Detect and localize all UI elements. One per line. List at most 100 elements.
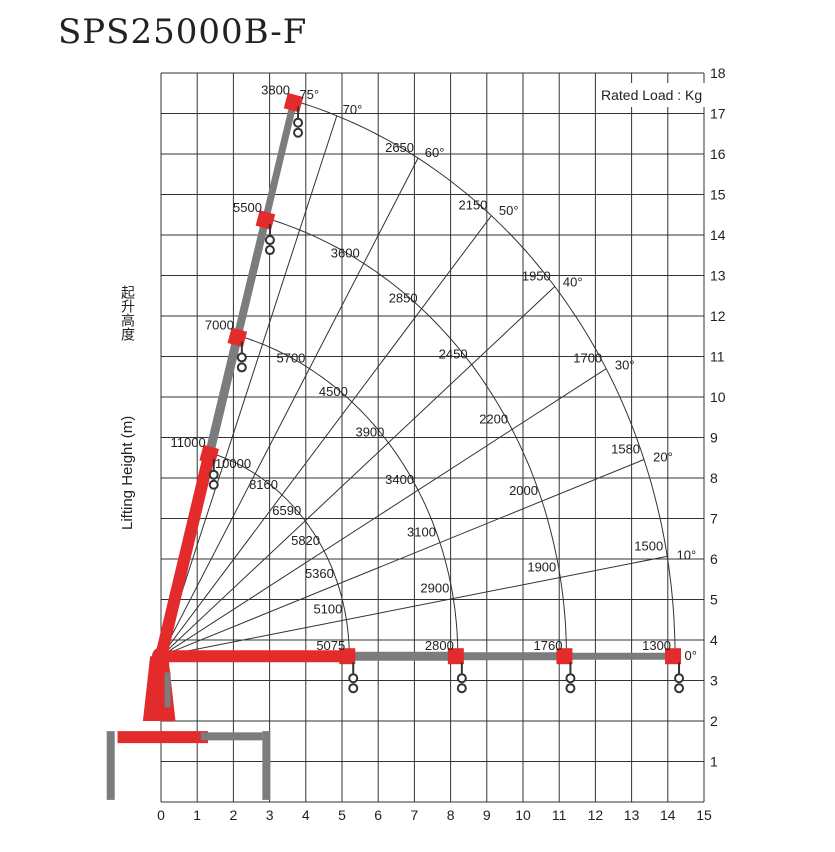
x-tick-label: 15 xyxy=(696,807,712,823)
boom-0 xyxy=(161,648,685,694)
hook-icon xyxy=(565,683,576,694)
crane-base xyxy=(106,731,271,800)
angle-label: 50° xyxy=(499,203,519,218)
x-tick-label: 2 xyxy=(230,807,238,823)
base-frame xyxy=(117,731,209,744)
y-tick-label: 4 xyxy=(710,632,718,648)
load-value: 3100 xyxy=(407,525,436,540)
boom-head xyxy=(665,648,682,665)
load-value: 2650 xyxy=(385,140,414,155)
y-tick-label: 3 xyxy=(710,673,718,689)
x-tick-label: 14 xyxy=(660,807,676,823)
load-value: 11000 xyxy=(171,435,206,450)
hook-pulley xyxy=(565,673,576,684)
boom-segment xyxy=(155,451,216,658)
y-tick-label: 1 xyxy=(710,754,718,770)
load-value: 3600 xyxy=(331,245,360,260)
y-axis-label-cn: 起升高度 xyxy=(120,285,136,341)
angle-label: 0° xyxy=(684,648,696,663)
y-tick-label: 13 xyxy=(710,268,726,284)
y-tick-label: 2 xyxy=(710,713,718,729)
angle-label: 60° xyxy=(425,145,445,160)
load-value: 1950 xyxy=(522,269,551,284)
x-tick-label: 13 xyxy=(624,807,640,823)
y-axis-label-en: Lifting Height (m) xyxy=(119,416,136,530)
load-value: 5075 xyxy=(316,638,345,653)
load-value: 8160 xyxy=(249,477,278,492)
hook-icon xyxy=(293,127,304,138)
angle-label: 40° xyxy=(563,275,583,290)
y-tick-label: 8 xyxy=(710,470,718,486)
load-value: 2900 xyxy=(420,581,449,596)
angle-ray xyxy=(160,115,338,657)
angle-label: 10° xyxy=(677,547,697,562)
hook-icon xyxy=(456,683,467,694)
boom-illustrations xyxy=(142,92,685,721)
y-tick-label: 14 xyxy=(710,227,726,243)
load-value: 1500 xyxy=(634,538,663,553)
load-value: 4500 xyxy=(319,384,348,399)
x-tick-label: 5 xyxy=(338,807,346,823)
load-value: 2000 xyxy=(509,483,538,498)
load-value: 1580 xyxy=(611,442,640,457)
hook-pulley xyxy=(456,673,467,684)
outrigger-leg-left xyxy=(106,731,115,800)
load-value: 10000 xyxy=(215,456,251,471)
load-value: 3900 xyxy=(355,425,384,440)
angle-ray xyxy=(160,459,645,657)
load-value: 2150 xyxy=(458,198,487,213)
x-tick-label: 11 xyxy=(552,807,567,823)
rated-load-label: Rated Load : Kg xyxy=(601,87,702,103)
y-tick-label: 7 xyxy=(710,511,718,527)
hook-pulley xyxy=(293,117,304,128)
y-tick-label: 6 xyxy=(710,551,718,567)
boom-segment xyxy=(262,99,298,219)
angle-ray xyxy=(160,286,556,657)
y-tick-label: 16 xyxy=(710,146,726,162)
y-tick-label: 18 xyxy=(710,65,726,81)
hook-pulley xyxy=(208,469,219,480)
radius-arc xyxy=(293,100,676,657)
y-tick-label: 12 xyxy=(710,308,726,324)
angle-labels: 0° 10° 20° 30° 40° 50° 60° 70° 75° xyxy=(299,87,696,663)
boom-head xyxy=(339,648,356,665)
hook-icon xyxy=(264,245,275,256)
y-tick-label: 11 xyxy=(710,349,725,365)
load-value: 5820 xyxy=(291,533,320,548)
x-tick-label: 3 xyxy=(266,807,274,823)
x-tick-label: 12 xyxy=(588,807,604,823)
hook-pulley xyxy=(674,673,685,684)
y-tick-label: 9 xyxy=(710,430,718,446)
hook-pulley xyxy=(236,352,247,363)
load-value: 6590 xyxy=(272,503,301,518)
grid xyxy=(160,72,705,803)
angle-ray xyxy=(160,215,492,657)
angle-ray xyxy=(160,368,607,657)
load-value: 5500 xyxy=(233,200,262,215)
load-value: 2850 xyxy=(389,291,418,306)
load-value: 5360 xyxy=(305,566,334,581)
hook-icon xyxy=(236,362,247,373)
load-value: 2200 xyxy=(479,411,508,426)
y-tick-label: 15 xyxy=(710,187,726,203)
y-tick-label: 10 xyxy=(710,389,726,405)
angle-label: 75° xyxy=(299,87,319,102)
x-tick-label: 10 xyxy=(515,807,531,823)
radius-arc xyxy=(265,217,567,657)
x-tick-label: 1 xyxy=(193,807,201,823)
angle-ray xyxy=(160,157,419,657)
legend-bg xyxy=(596,83,706,107)
y-tick-label: 17 xyxy=(710,106,726,122)
load-value: 7000 xyxy=(205,317,234,332)
radius-arc xyxy=(237,334,459,657)
boom-75 xyxy=(155,92,304,658)
x-tick-label: 8 xyxy=(447,807,455,823)
boom-head xyxy=(556,648,573,665)
boom-segment xyxy=(205,334,243,454)
radius-arc xyxy=(209,452,350,657)
angle-ray xyxy=(160,555,668,657)
load-value: 1760 xyxy=(534,638,563,653)
load-value: 3400 xyxy=(385,472,414,487)
y-tick-label: 5 xyxy=(710,592,718,608)
